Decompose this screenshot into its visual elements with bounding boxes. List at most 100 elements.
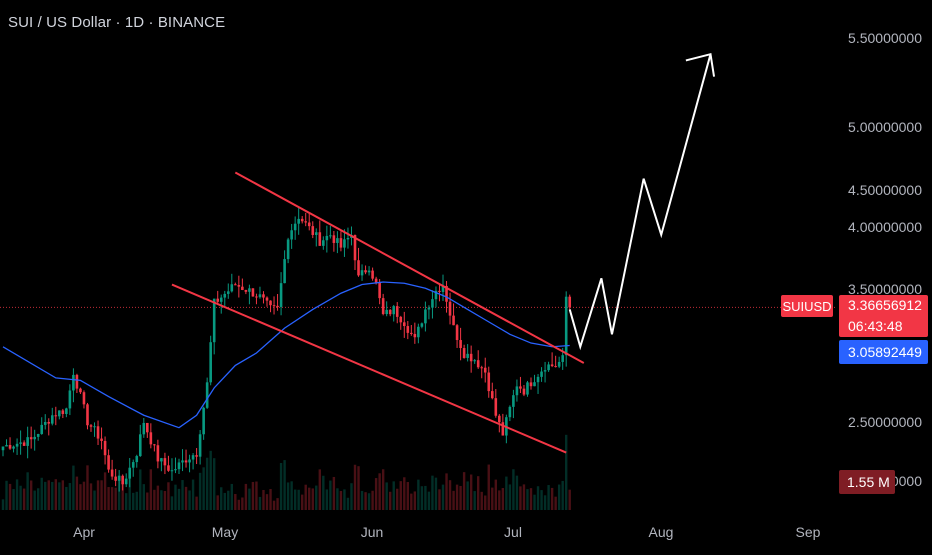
volume-bar: [198, 472, 202, 510]
candle-body: [19, 442, 22, 444]
volume-bar: [265, 494, 269, 510]
volume-bar: [135, 491, 138, 510]
volume-bar: [184, 486, 188, 510]
candle-body: [469, 353, 473, 362]
volume-bar: [100, 480, 103, 510]
candle-body: [424, 309, 427, 324]
candle-body: [251, 288, 255, 297]
candle-body: [325, 235, 329, 241]
volume-bar: [438, 489, 441, 510]
volume-bar: [561, 480, 564, 510]
candle-body: [244, 289, 248, 292]
candle-body: [304, 221, 308, 223]
volume-bar: [543, 495, 547, 510]
volume-bar: [301, 494, 304, 510]
y-tick-label: 5.50000000: [848, 30, 922, 46]
volume-bar: [255, 481, 258, 510]
volume-bar: [269, 489, 272, 510]
candle-body: [420, 323, 424, 327]
candle-body: [170, 470, 174, 472]
candle-body: [529, 382, 533, 387]
volume-bar: [114, 487, 117, 510]
volume-bar: [417, 479, 420, 510]
volume-bar: [420, 486, 424, 510]
candle-body: [198, 434, 202, 457]
volume-bar: [47, 480, 50, 510]
candle-body: [378, 282, 381, 299]
candle-body: [117, 475, 121, 481]
volume-bar: [413, 491, 417, 510]
candle-body: [107, 455, 110, 470]
candle-body: [93, 426, 96, 428]
candle-body: [557, 361, 561, 367]
candle-body: [540, 371, 543, 377]
candle-body: [276, 305, 279, 307]
volume-bar: [357, 466, 360, 510]
volume-bar: [522, 484, 526, 510]
candle-body: [367, 270, 371, 273]
volume-bar: [336, 488, 339, 510]
candle-body: [103, 440, 107, 456]
candle-body: [364, 270, 367, 273]
volume-bar: [304, 484, 307, 510]
volume-bar: [389, 491, 392, 510]
candle-body: [96, 426, 100, 439]
candle-body: [568, 296, 572, 308]
candle-body: [160, 458, 163, 462]
volume-bar: [550, 487, 554, 510]
x-tick-label: May: [211, 524, 239, 540]
candle-body: [473, 360, 476, 362]
volume-bar: [381, 469, 385, 510]
volume-bar: [339, 490, 343, 510]
candle-body: [33, 436, 36, 440]
candle-body: [543, 370, 547, 372]
candle-body: [15, 443, 19, 447]
volume-bar: [378, 473, 381, 510]
volume-bar: [82, 481, 86, 510]
volume-bar: [526, 489, 529, 510]
candle-body: [311, 226, 315, 235]
candle-body: [68, 390, 72, 409]
candle-body: [258, 294, 262, 298]
volume-bar: [441, 484, 445, 510]
volume-bar: [209, 450, 212, 510]
volume-bar: [279, 463, 283, 510]
candle-body: [381, 298, 385, 315]
candle-body: [441, 285, 445, 292]
volume-bar: [501, 488, 505, 510]
volume-bar: [234, 494, 237, 510]
volume-bar: [374, 478, 378, 510]
candle-body: [47, 421, 51, 424]
candle-body: [357, 260, 360, 276]
volume-bar: [33, 490, 36, 510]
candle-body: [188, 459, 191, 463]
volume-bar: [519, 486, 522, 510]
bar-countdown: 06:43:48: [848, 318, 903, 334]
volume-bar: [216, 495, 219, 510]
volume-bar: [512, 469, 515, 510]
volume-bar: [568, 489, 571, 510]
volume-bar: [72, 465, 75, 510]
candle-body: [374, 278, 378, 283]
volume-bar: [223, 492, 226, 510]
volume-bar: [156, 485, 160, 510]
volume-bar: [40, 477, 43, 510]
candle-body: [307, 222, 311, 227]
y-tick-label: 2.50000000: [848, 414, 922, 430]
candle-body: [124, 478, 128, 485]
candle-body: [371, 270, 374, 279]
volume-bar: [480, 491, 483, 510]
candle-body: [360, 270, 364, 276]
candle-body: [269, 300, 272, 306]
candle-body: [128, 467, 132, 479]
candle-body: [466, 353, 469, 358]
candle-body: [191, 455, 195, 460]
volume-bar: [153, 489, 156, 510]
volume-bar: [96, 480, 100, 510]
candle-body: [174, 469, 177, 471]
candle-body: [329, 235, 332, 237]
candle-body: [177, 462, 181, 470]
candle-body: [8, 444, 12, 449]
